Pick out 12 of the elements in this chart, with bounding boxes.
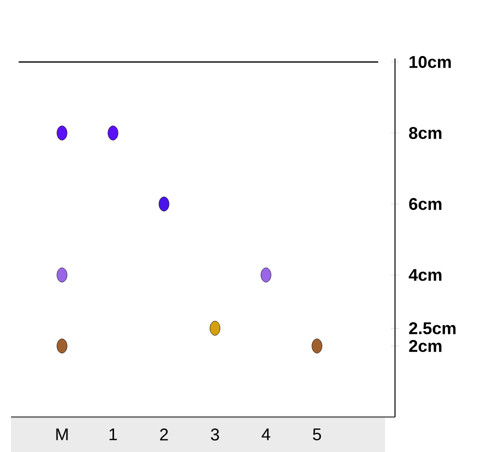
x-tick-label: M <box>56 428 68 440</box>
y-tick-label: 2.5cm <box>409 322 456 334</box>
y-tick-label: 4cm <box>408 269 442 281</box>
y-tick-label: 6cm <box>409 198 442 210</box>
x-tick-label: 2 <box>160 428 168 440</box>
x-tick-label: 5 <box>312 428 321 440</box>
y-tick-label: 10cm <box>410 56 451 68</box>
y-tick-label: 2cm <box>409 340 442 352</box>
x-tick-label: 3 <box>210 428 219 441</box>
y-tick-label: 8cm <box>409 127 442 139</box>
x-tick-label: 4 <box>262 428 270 440</box>
x-tick-label: 1 <box>110 428 117 440</box>
